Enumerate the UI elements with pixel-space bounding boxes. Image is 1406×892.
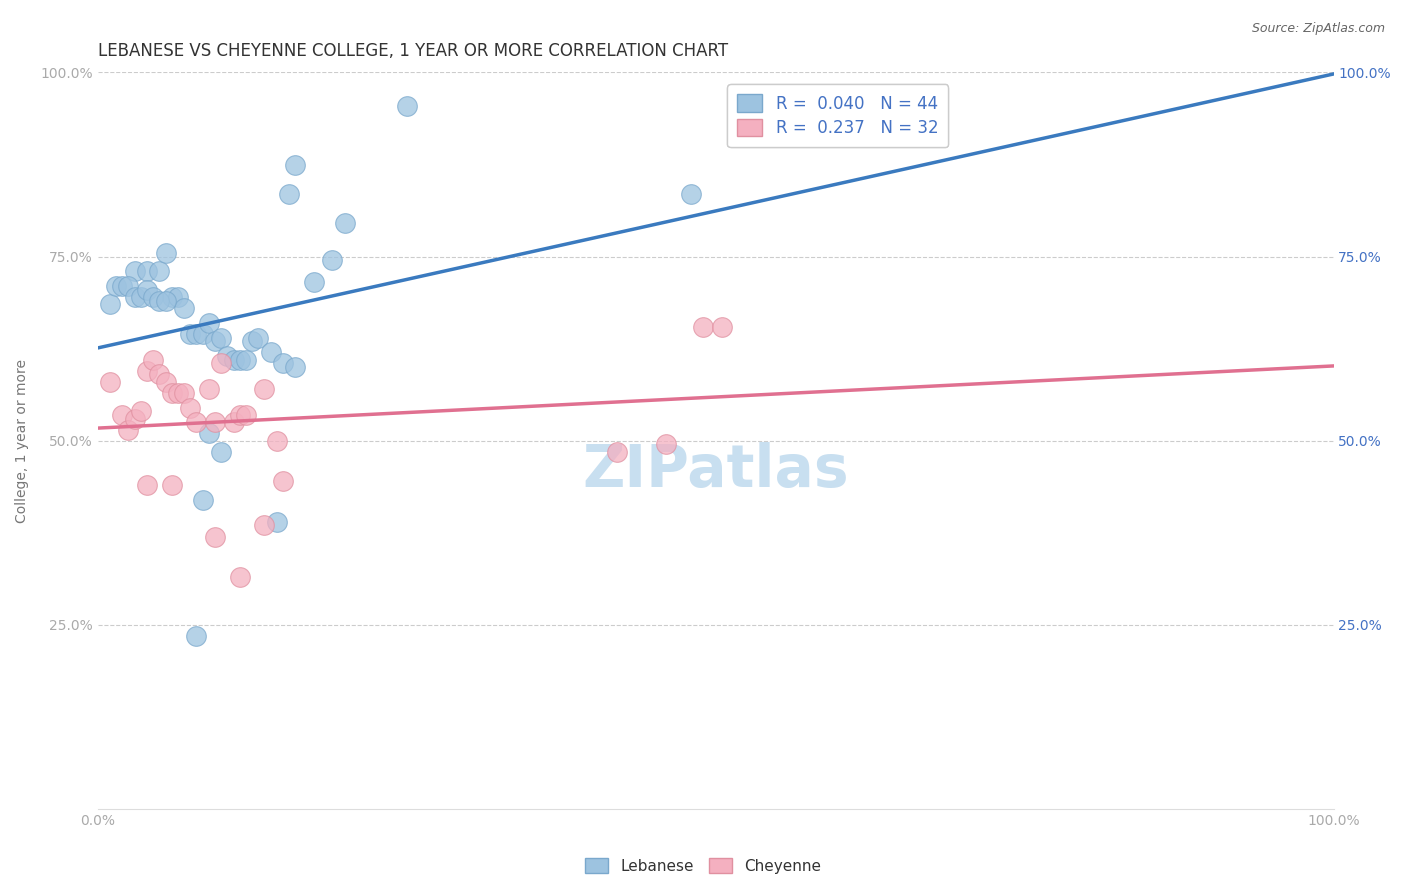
Point — [117, 423, 139, 437]
Point — [148, 368, 170, 382]
Y-axis label: College, 1 year or more: College, 1 year or more — [15, 359, 30, 523]
Point — [173, 385, 195, 400]
Point — [142, 290, 165, 304]
Point — [124, 411, 146, 425]
Point — [302, 276, 325, 290]
Point — [271, 475, 294, 489]
Point — [204, 415, 226, 429]
Point — [321, 253, 343, 268]
Point — [111, 408, 134, 422]
Point — [136, 264, 159, 278]
Point — [198, 426, 221, 441]
Point — [253, 518, 276, 533]
Point — [124, 290, 146, 304]
Point — [142, 352, 165, 367]
Point — [191, 492, 214, 507]
Point — [186, 629, 208, 643]
Point — [222, 352, 245, 367]
Text: LEBANESE VS CHEYENNE COLLEGE, 1 YEAR OR MORE CORRELATION CHART: LEBANESE VS CHEYENNE COLLEGE, 1 YEAR OR … — [97, 42, 728, 60]
Point — [333, 216, 356, 230]
Point — [186, 415, 208, 429]
Point — [198, 316, 221, 330]
Legend: R =  0.040   N = 44, R =  0.237   N = 32: R = 0.040 N = 44, R = 0.237 N = 32 — [727, 85, 948, 147]
Point — [136, 283, 159, 297]
Point — [155, 293, 177, 308]
Point — [167, 290, 190, 304]
Point — [259, 345, 281, 359]
Point — [710, 319, 733, 334]
Point — [229, 408, 252, 422]
Point — [247, 330, 270, 344]
Point — [124, 264, 146, 278]
Point — [98, 297, 121, 311]
Point — [679, 186, 702, 201]
Point — [271, 356, 294, 370]
Point — [155, 375, 177, 389]
Text: ZIPatlas: ZIPatlas — [582, 442, 849, 499]
Point — [160, 385, 183, 400]
Point — [186, 326, 208, 341]
Point — [191, 326, 214, 341]
Point — [266, 434, 288, 448]
Point — [655, 437, 678, 451]
Point — [198, 382, 221, 396]
Text: Source: ZipAtlas.com: Source: ZipAtlas.com — [1251, 22, 1385, 36]
Point — [229, 570, 252, 584]
Point — [606, 445, 628, 459]
Point — [278, 186, 301, 201]
Point — [179, 401, 201, 415]
Point — [284, 157, 307, 171]
Point — [160, 290, 183, 304]
Point — [204, 529, 226, 543]
Point — [167, 385, 190, 400]
Point — [253, 382, 276, 396]
Point — [111, 279, 134, 293]
Point — [173, 301, 195, 315]
Legend: Lebanese, Cheyenne: Lebanese, Cheyenne — [579, 852, 827, 880]
Point — [160, 478, 183, 492]
Point — [235, 352, 257, 367]
Point — [240, 334, 263, 349]
Point — [117, 279, 139, 293]
Point — [155, 246, 177, 260]
Point — [209, 330, 232, 344]
Point — [148, 293, 170, 308]
Point — [692, 319, 714, 334]
Point — [266, 515, 288, 529]
Point — [229, 352, 252, 367]
Point — [129, 404, 152, 418]
Point — [284, 360, 307, 375]
Point — [209, 445, 232, 459]
Point — [98, 375, 121, 389]
Point — [395, 98, 418, 112]
Point — [204, 334, 226, 349]
Point — [105, 279, 128, 293]
Point — [179, 326, 201, 341]
Point — [148, 264, 170, 278]
Point — [222, 415, 245, 429]
Point — [129, 290, 152, 304]
Point — [209, 356, 232, 370]
Point — [136, 364, 159, 378]
Point — [217, 349, 239, 363]
Point — [136, 478, 159, 492]
Point — [235, 408, 257, 422]
